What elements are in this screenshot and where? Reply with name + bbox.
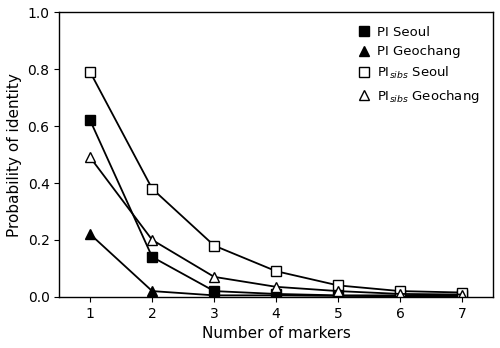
X-axis label: Number of markers: Number of markers <box>202 326 350 341</box>
Y-axis label: Probability of identity: Probability of identity <box>7 73 22 237</box>
Legend: PI Seoul, PI Geochang, PI$_{sibs}$ Seoul, PI$_{sibs}$ Geochang: PI Seoul, PI Geochang, PI$_{sibs}$ Seoul… <box>351 19 486 111</box>
